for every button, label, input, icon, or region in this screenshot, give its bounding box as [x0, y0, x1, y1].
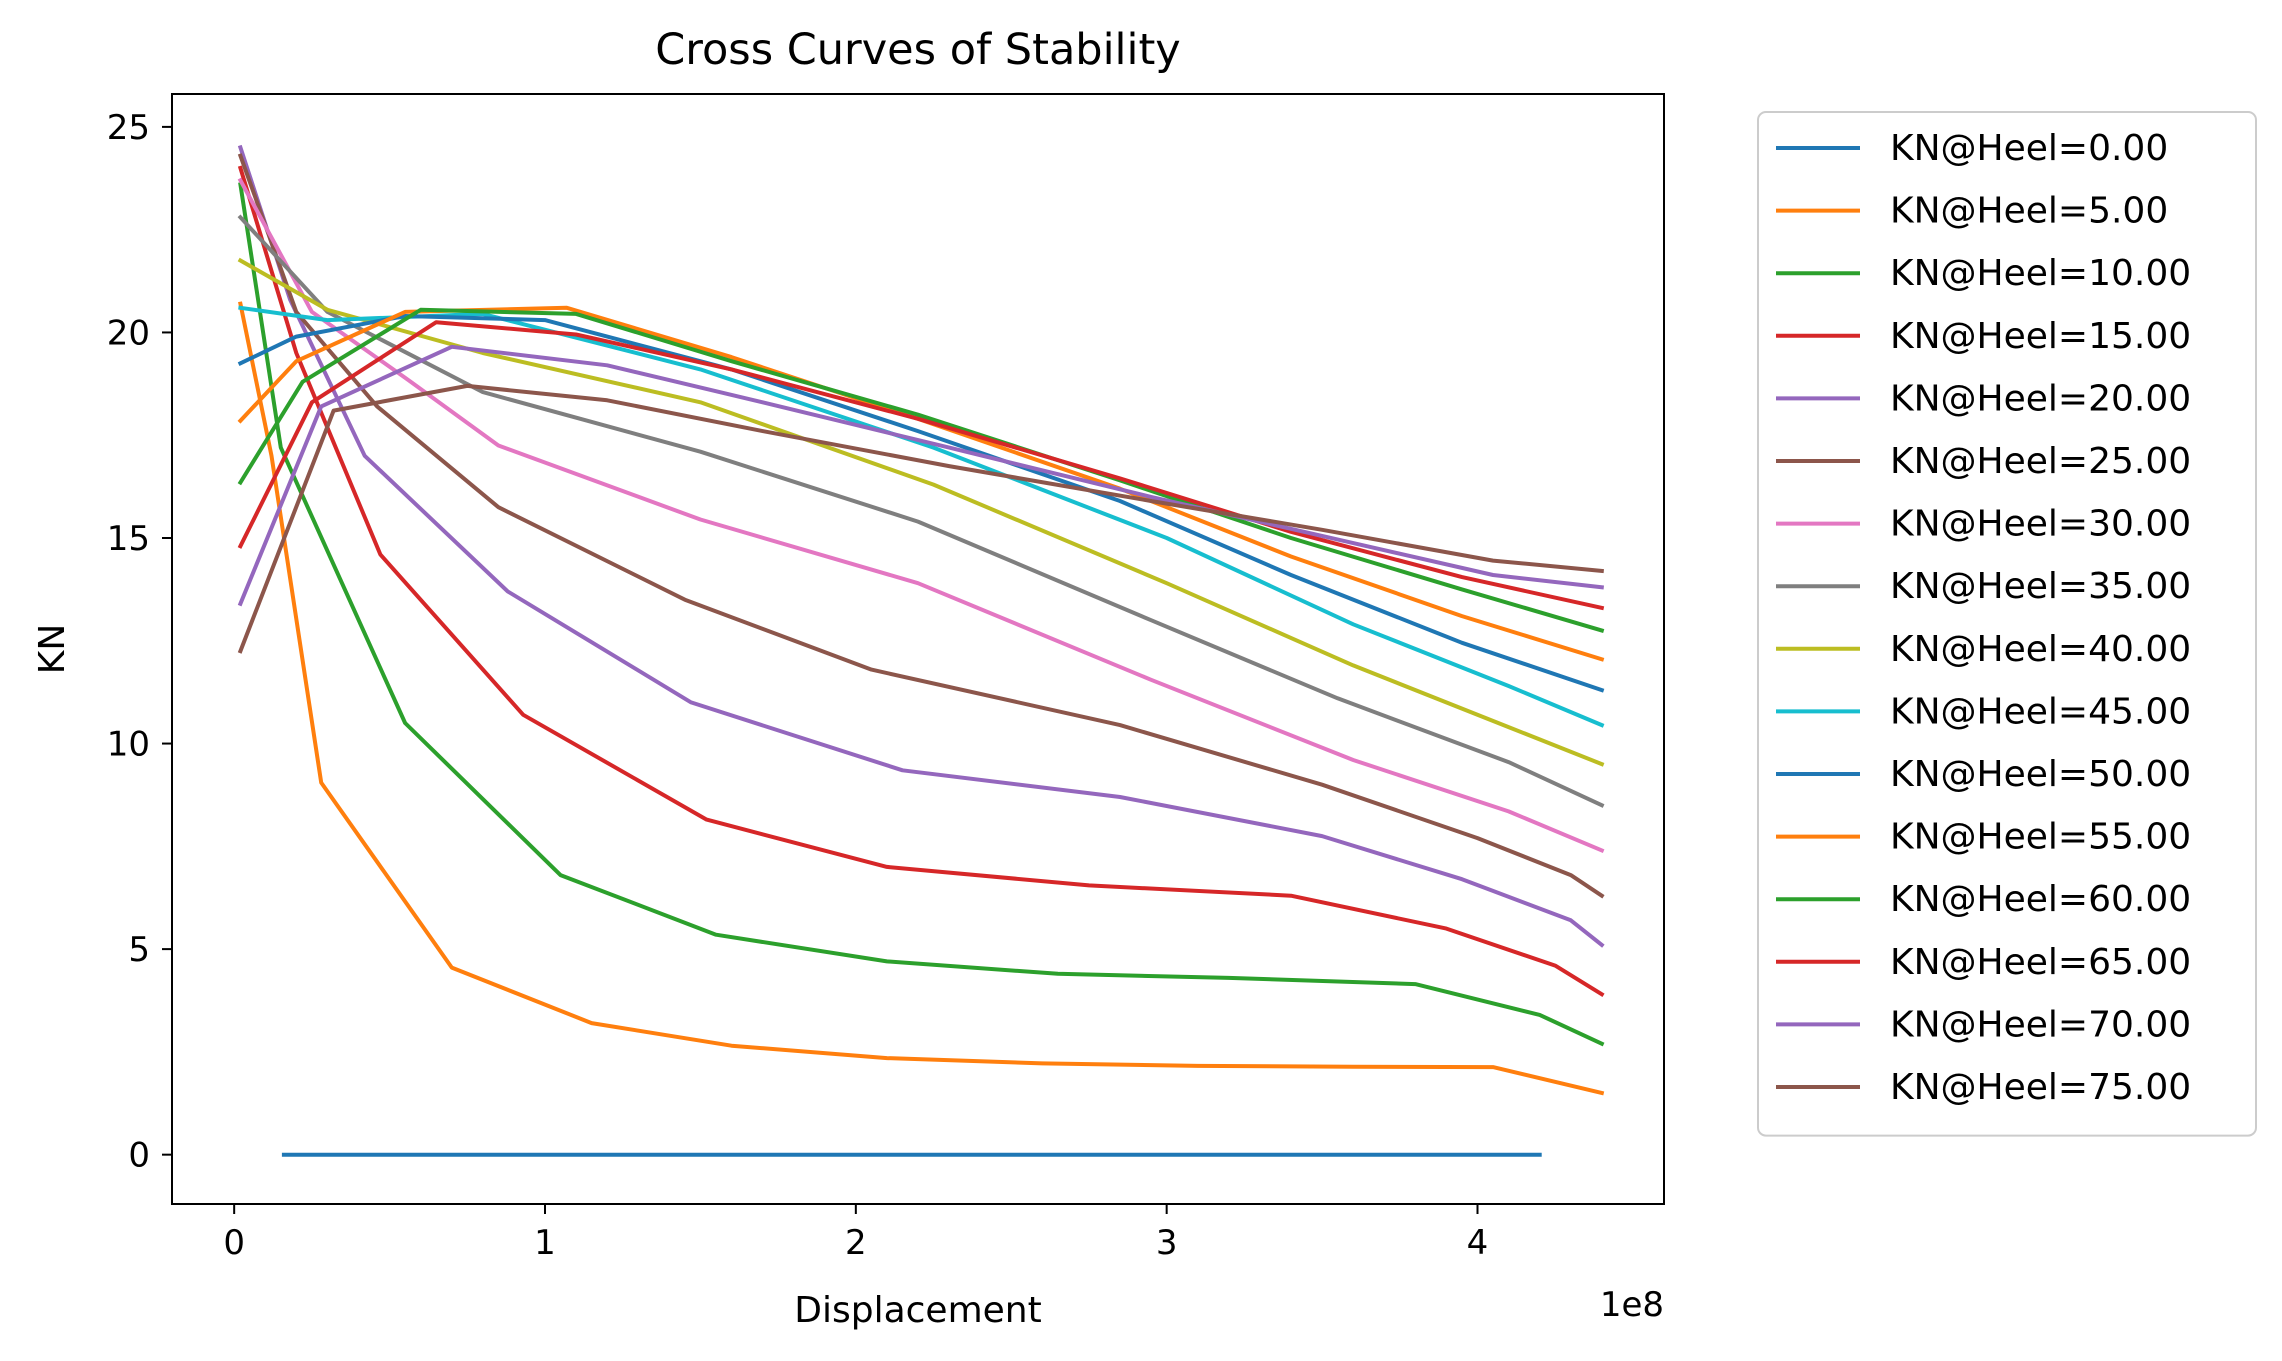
legend-entry: KN@Heel=10.00 — [1890, 253, 2191, 294]
legend-entry: KN@Heel=0.00 — [1890, 128, 2168, 169]
series-line-2 — [238, 182, 1605, 1047]
legend-entry: KN@Heel=5.00 — [1890, 191, 2168, 232]
series-line-13 — [237, 320, 1605, 611]
series-line-9 — [238, 305, 1605, 728]
x-axis-offset-label: 1e8 — [1600, 1285, 1664, 1325]
x-axis: 0 1 2 3 4 — [223, 1204, 1488, 1263]
legend-entry: KN@Heel=50.00 — [1890, 754, 2191, 795]
y-tick-label: 0 — [128, 1136, 150, 1176]
legend-entry: KN@Heel=35.00 — [1890, 566, 2191, 607]
series-lines — [237, 144, 1605, 1157]
legend-entry: KN@Heel=45.00 — [1890, 691, 2191, 732]
y-tick-label: 25 — [107, 108, 150, 148]
y-tick-label: 15 — [107, 519, 150, 559]
y-tick-label: 5 — [128, 930, 150, 970]
legend-entry: KN@Heel=20.00 — [1890, 378, 2191, 419]
legend-entry: KN@Heel=15.00 — [1890, 316, 2191, 357]
legend: KN@Heel=0.00 KN@Heel=5.00 KN@Heel=10.00 KN@… — [1757, 111, 2257, 1137]
legend-entry: KN@Heel=30.00 — [1890, 504, 2191, 545]
x-tick-label: 2 — [845, 1223, 867, 1263]
series-line-14 — [237, 344, 1605, 607]
series-line-10 — [237, 314, 1605, 693]
series-line-7 — [237, 214, 1605, 808]
series-line-12 — [237, 307, 1605, 633]
legend-box — [1757, 111, 2257, 1137]
y-axis: 0 5 10 15 20 25 — [107, 108, 172, 1176]
plot-frame — [171, 93, 1665, 1205]
series-line-4 — [237, 144, 1605, 948]
legend-entry: KN@Heel=40.00 — [1890, 629, 2191, 670]
legend-entry: KN@Heel=25.00 — [1890, 441, 2191, 482]
legend-entry: KN@Heel=70.00 — [1890, 1004, 2191, 1045]
series-line-3 — [237, 165, 1605, 998]
legend-entry: KN@Heel=75.00 — [1890, 1067, 2191, 1108]
x-tick-label: 3 — [1156, 1223, 1178, 1263]
series-line-15 — [237, 383, 1604, 654]
legend-entry: KN@Heel=65.00 — [1890, 942, 2191, 983]
x-axis-label: Displacement — [794, 1290, 1041, 1331]
y-tick-label: 10 — [107, 725, 150, 765]
series-line-6 — [237, 177, 1605, 854]
y-tick-label: 20 — [107, 313, 150, 353]
chart-title: Cross Curves of Stability — [655, 25, 1181, 75]
legend-entry: KN@Heel=55.00 — [1890, 817, 2191, 858]
series-line-5 — [237, 153, 1605, 899]
x-tick-label: 4 — [1467, 1223, 1489, 1263]
legend-entry: KN@Heel=60.00 — [1890, 879, 2191, 920]
x-tick-label: 0 — [223, 1223, 245, 1263]
x-tick-label: 1 — [534, 1223, 556, 1263]
series-line-1 — [238, 301, 1605, 1096]
y-axis-label: KN — [32, 624, 73, 675]
